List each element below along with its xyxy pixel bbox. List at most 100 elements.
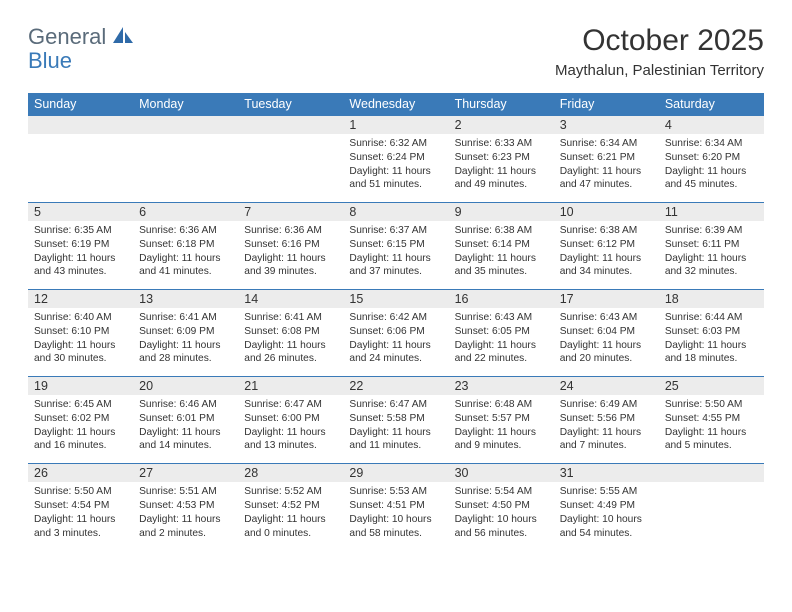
weekday-header-row: SundayMondayTuesdayWednesdayThursdayFrid… (28, 93, 764, 116)
day-detail-text: Sunrise: 6:41 AMSunset: 6:08 PMDaylight:… (244, 311, 337, 366)
day-detail-cell: Sunrise: 6:34 AMSunset: 6:21 PMDaylight:… (554, 134, 659, 203)
day-detail-text: Sunrise: 6:37 AMSunset: 6:15 PMDaylight:… (349, 224, 442, 279)
day-detail-text: Sunrise: 6:45 AMSunset: 6:02 PMDaylight:… (34, 398, 127, 453)
day-detail-cell: Sunrise: 6:48 AMSunset: 5:57 PMDaylight:… (449, 395, 554, 464)
day-number-cell: 6 (133, 203, 238, 222)
day-detail-cell: Sunrise: 6:39 AMSunset: 6:11 PMDaylight:… (659, 221, 764, 290)
day-number-cell: 22 (343, 377, 448, 396)
day-detail-cell: Sunrise: 6:43 AMSunset: 6:04 PMDaylight:… (554, 308, 659, 377)
day-detail-text: Sunrise: 6:34 AMSunset: 6:20 PMDaylight:… (665, 137, 758, 192)
day-detail-cell: Sunrise: 6:38 AMSunset: 6:14 PMDaylight:… (449, 221, 554, 290)
day-detail-text: Sunrise: 6:42 AMSunset: 6:06 PMDaylight:… (349, 311, 442, 366)
day-detail-text: Sunrise: 6:47 AMSunset: 5:58 PMDaylight:… (349, 398, 442, 453)
calendar-table: SundayMondayTuesdayWednesdayThursdayFrid… (28, 93, 764, 550)
day-detail-cell: Sunrise: 6:41 AMSunset: 6:09 PMDaylight:… (133, 308, 238, 377)
day-number-cell: 29 (343, 464, 448, 483)
day-detail-text: Sunrise: 6:35 AMSunset: 6:19 PMDaylight:… (34, 224, 127, 279)
day-detail-text: Sunrise: 6:38 AMSunset: 6:12 PMDaylight:… (560, 224, 653, 279)
weekday-header-cell: Monday (133, 93, 238, 116)
daynum-row: 567891011 (28, 203, 764, 222)
logo: General (28, 24, 136, 50)
weekday-header-cell: Friday (554, 93, 659, 116)
detail-row: Sunrise: 6:40 AMSunset: 6:10 PMDaylight:… (28, 308, 764, 377)
empty-cell (659, 482, 764, 550)
day-detail-cell: Sunrise: 6:40 AMSunset: 6:10 PMDaylight:… (28, 308, 133, 377)
logo-sail-icon (112, 25, 134, 50)
day-detail-text: Sunrise: 5:52 AMSunset: 4:52 PMDaylight:… (244, 485, 337, 540)
day-detail-text: Sunrise: 6:47 AMSunset: 6:00 PMDaylight:… (244, 398, 337, 453)
day-detail-cell: Sunrise: 6:47 AMSunset: 6:00 PMDaylight:… (238, 395, 343, 464)
daynum-row: 12131415161718 (28, 290, 764, 309)
day-detail-text: Sunrise: 6:49 AMSunset: 5:56 PMDaylight:… (560, 398, 653, 453)
day-detail-text: Sunrise: 6:43 AMSunset: 6:04 PMDaylight:… (560, 311, 653, 366)
detail-row: Sunrise: 6:35 AMSunset: 6:19 PMDaylight:… (28, 221, 764, 290)
day-number-cell: 27 (133, 464, 238, 483)
day-number-cell: 31 (554, 464, 659, 483)
day-detail-cell: Sunrise: 5:50 AMSunset: 4:54 PMDaylight:… (28, 482, 133, 550)
day-detail-text: Sunrise: 6:34 AMSunset: 6:21 PMDaylight:… (560, 137, 653, 192)
day-detail-text: Sunrise: 6:46 AMSunset: 6:01 PMDaylight:… (139, 398, 232, 453)
day-detail-cell: Sunrise: 6:36 AMSunset: 6:16 PMDaylight:… (238, 221, 343, 290)
empty-cell (133, 116, 238, 135)
day-detail-text: Sunrise: 6:38 AMSunset: 6:14 PMDaylight:… (455, 224, 548, 279)
day-detail-cell: Sunrise: 6:46 AMSunset: 6:01 PMDaylight:… (133, 395, 238, 464)
day-number-cell: 10 (554, 203, 659, 222)
day-detail-cell: Sunrise: 6:33 AMSunset: 6:23 PMDaylight:… (449, 134, 554, 203)
logo-text-general: General (28, 24, 106, 50)
day-detail-cell: Sunrise: 6:47 AMSunset: 5:58 PMDaylight:… (343, 395, 448, 464)
day-number-cell: 4 (659, 116, 764, 135)
day-number-cell: 2 (449, 116, 554, 135)
day-detail-text: Sunrise: 6:44 AMSunset: 6:03 PMDaylight:… (665, 311, 758, 366)
day-number-cell: 15 (343, 290, 448, 309)
header: General October 2025 Maythalun, Palestin… (28, 24, 764, 79)
logo-blue-wrap: Blue (28, 48, 72, 74)
day-detail-cell: Sunrise: 5:55 AMSunset: 4:49 PMDaylight:… (554, 482, 659, 550)
day-detail-text: Sunrise: 5:54 AMSunset: 4:50 PMDaylight:… (455, 485, 548, 540)
weekday-header-cell: Sunday (28, 93, 133, 116)
location: Maythalun, Palestinian Territory (555, 62, 764, 79)
day-detail-text: Sunrise: 6:36 AMSunset: 6:18 PMDaylight:… (139, 224, 232, 279)
day-detail-cell: Sunrise: 5:53 AMSunset: 4:51 PMDaylight:… (343, 482, 448, 550)
day-number-cell: 30 (449, 464, 554, 483)
day-number-cell: 3 (554, 116, 659, 135)
title-block: October 2025 Maythalun, Palestinian Terr… (555, 24, 764, 79)
day-detail-cell: Sunrise: 6:36 AMSunset: 6:18 PMDaylight:… (133, 221, 238, 290)
weekday-header-cell: Thursday (449, 93, 554, 116)
day-detail-cell: Sunrise: 6:34 AMSunset: 6:20 PMDaylight:… (659, 134, 764, 203)
day-number-cell: 16 (449, 290, 554, 309)
daynum-row: 19202122232425 (28, 377, 764, 396)
day-number-cell: 11 (659, 203, 764, 222)
day-detail-text: Sunrise: 6:43 AMSunset: 6:05 PMDaylight:… (455, 311, 548, 366)
day-detail-text: Sunrise: 5:53 AMSunset: 4:51 PMDaylight:… (349, 485, 442, 540)
day-detail-cell: Sunrise: 5:51 AMSunset: 4:53 PMDaylight:… (133, 482, 238, 550)
day-detail-cell: Sunrise: 6:32 AMSunset: 6:24 PMDaylight:… (343, 134, 448, 203)
day-number-cell: 28 (238, 464, 343, 483)
day-detail-cell: Sunrise: 6:49 AMSunset: 5:56 PMDaylight:… (554, 395, 659, 464)
day-number-cell: 18 (659, 290, 764, 309)
day-detail-cell: Sunrise: 5:54 AMSunset: 4:50 PMDaylight:… (449, 482, 554, 550)
day-detail-text: Sunrise: 5:50 AMSunset: 4:55 PMDaylight:… (665, 398, 758, 453)
weekday-header-cell: Wednesday (343, 93, 448, 116)
day-number-cell: 19 (28, 377, 133, 396)
day-number-cell: 7 (238, 203, 343, 222)
day-number-cell: 14 (238, 290, 343, 309)
daynum-row: 1234 (28, 116, 764, 135)
day-detail-text: Sunrise: 6:32 AMSunset: 6:24 PMDaylight:… (349, 137, 442, 192)
empty-cell (28, 116, 133, 135)
weekday-header-cell: Saturday (659, 93, 764, 116)
empty-cell (28, 134, 133, 203)
day-detail-cell: Sunrise: 6:45 AMSunset: 6:02 PMDaylight:… (28, 395, 133, 464)
day-detail-text: Sunrise: 6:48 AMSunset: 5:57 PMDaylight:… (455, 398, 548, 453)
empty-cell (133, 134, 238, 203)
day-detail-cell: Sunrise: 6:37 AMSunset: 6:15 PMDaylight:… (343, 221, 448, 290)
detail-row: Sunrise: 6:32 AMSunset: 6:24 PMDaylight:… (28, 134, 764, 203)
logo-text-blue: Blue (28, 48, 72, 73)
day-detail-cell: Sunrise: 6:38 AMSunset: 6:12 PMDaylight:… (554, 221, 659, 290)
day-detail-text: Sunrise: 6:39 AMSunset: 6:11 PMDaylight:… (665, 224, 758, 279)
day-number-cell: 17 (554, 290, 659, 309)
day-detail-cell: Sunrise: 5:50 AMSunset: 4:55 PMDaylight:… (659, 395, 764, 464)
day-detail-cell: Sunrise: 6:44 AMSunset: 6:03 PMDaylight:… (659, 308, 764, 377)
day-detail-text: Sunrise: 5:51 AMSunset: 4:53 PMDaylight:… (139, 485, 232, 540)
month-title: October 2025 (555, 24, 764, 58)
day-number-cell: 8 (343, 203, 448, 222)
